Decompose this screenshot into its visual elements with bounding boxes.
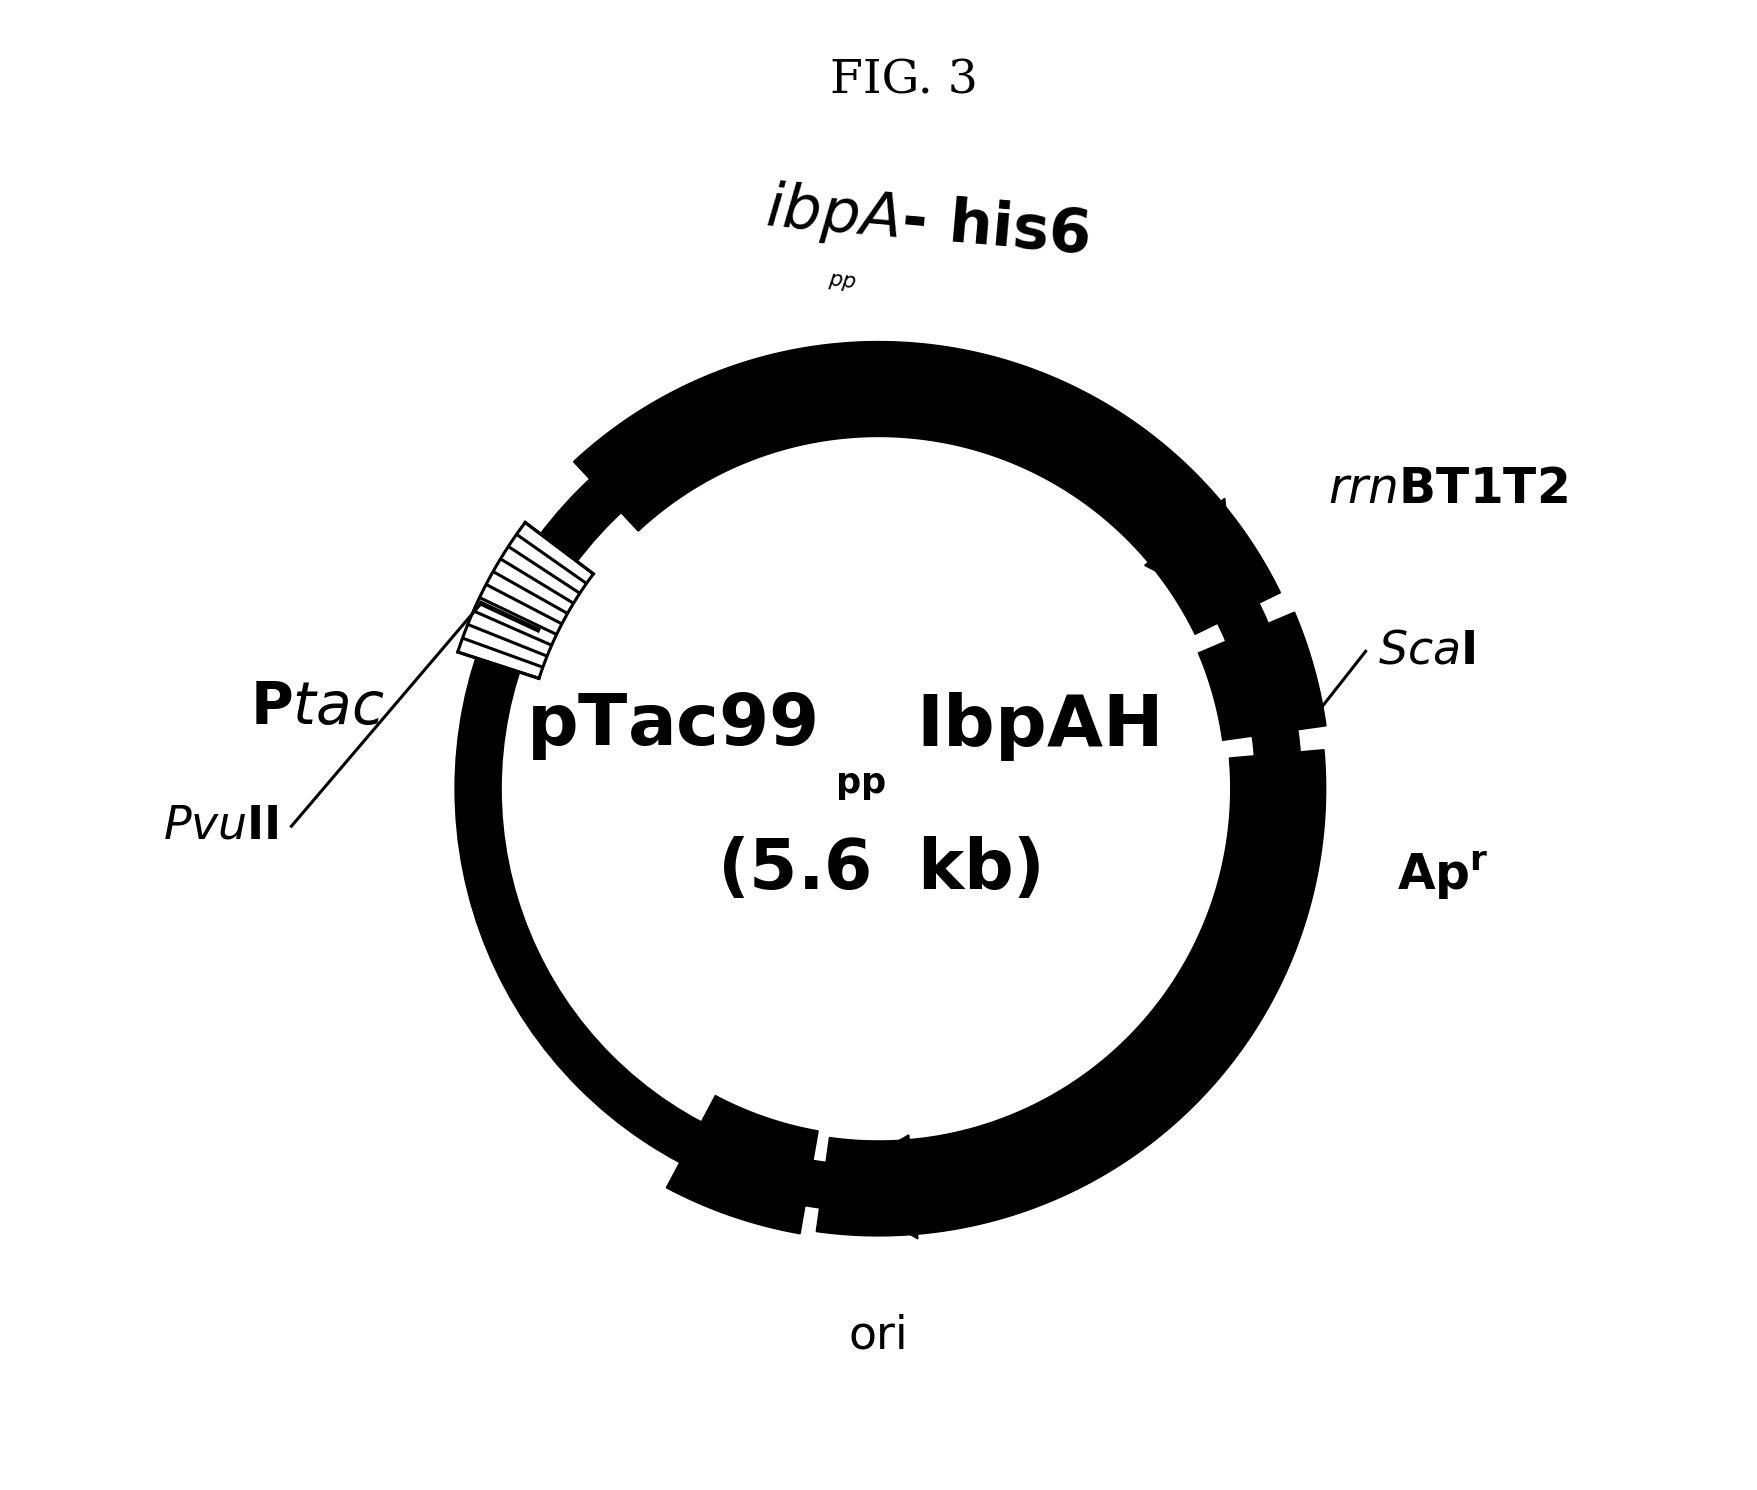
Text: $\mathbf{pTac99}$: $\mathbf{pTac99}$ [525, 690, 815, 763]
Text: $\mathbf{Ap}^{\mathbf{r}}$: $\mathbf{Ap}^{\mathbf{r}}$ [1397, 849, 1488, 903]
Text: $\mathit{Sca}$$\mathbf{I}$: $\mathit{Sca}$$\mathbf{I}$ [1377, 629, 1476, 673]
Text: $\mathit{Pvu}$$\mathbf{II}$: $\mathit{Pvu}$$\mathbf{II}$ [163, 803, 279, 849]
Circle shape [455, 365, 1302, 1213]
Text: $\mathit{ibpA}$- $\mathbf{his6}$: $\mathit{ibpA}$- $\mathbf{his6}$ [763, 177, 1093, 268]
Text: FIG. 3: FIG. 3 [829, 58, 977, 103]
Polygon shape [459, 523, 594, 678]
Text: $\mathbf{IbpAH}$: $\mathbf{IbpAH}$ [915, 690, 1158, 763]
Polygon shape [817, 749, 1327, 1235]
Text: $\mathbf{(5.6\ \ kb)}$: $\mathbf{(5.6\ \ kb)}$ [717, 836, 1040, 903]
Text: $\mathit{rrn}$$\mathbf{BT1T2}$: $\mathit{rrn}$$\mathbf{BT1T2}$ [1328, 465, 1567, 513]
Circle shape [504, 416, 1253, 1162]
Polygon shape [822, 1135, 917, 1238]
Text: $\mathbf{_{pp}}$: $\mathbf{_{pp}}$ [835, 755, 886, 803]
Circle shape [503, 413, 1254, 1165]
Polygon shape [666, 1095, 819, 1234]
Text: $\mathbf{P}$$\mathit{tac}$: $\mathbf{P}$$\mathit{tac}$ [251, 679, 385, 736]
Text: $_{pp}$: $_{pp}$ [828, 262, 859, 294]
Text: ori: ori [849, 1313, 908, 1359]
Polygon shape [1198, 612, 1327, 741]
Polygon shape [573, 341, 1281, 635]
Polygon shape [1146, 498, 1237, 614]
